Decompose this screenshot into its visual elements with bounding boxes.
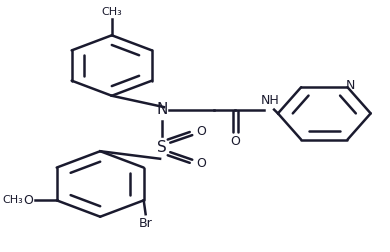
Text: O: O: [24, 194, 34, 207]
Text: N: N: [346, 79, 355, 92]
Text: O: O: [196, 156, 206, 170]
Text: O: O: [230, 135, 240, 148]
Text: Br: Br: [139, 217, 152, 230]
Text: CH₃: CH₃: [101, 7, 122, 17]
Text: O: O: [196, 125, 206, 138]
Text: CH₃: CH₃: [2, 195, 23, 205]
Text: NH: NH: [261, 93, 280, 107]
Text: N: N: [156, 102, 168, 117]
Text: S: S: [157, 140, 167, 155]
